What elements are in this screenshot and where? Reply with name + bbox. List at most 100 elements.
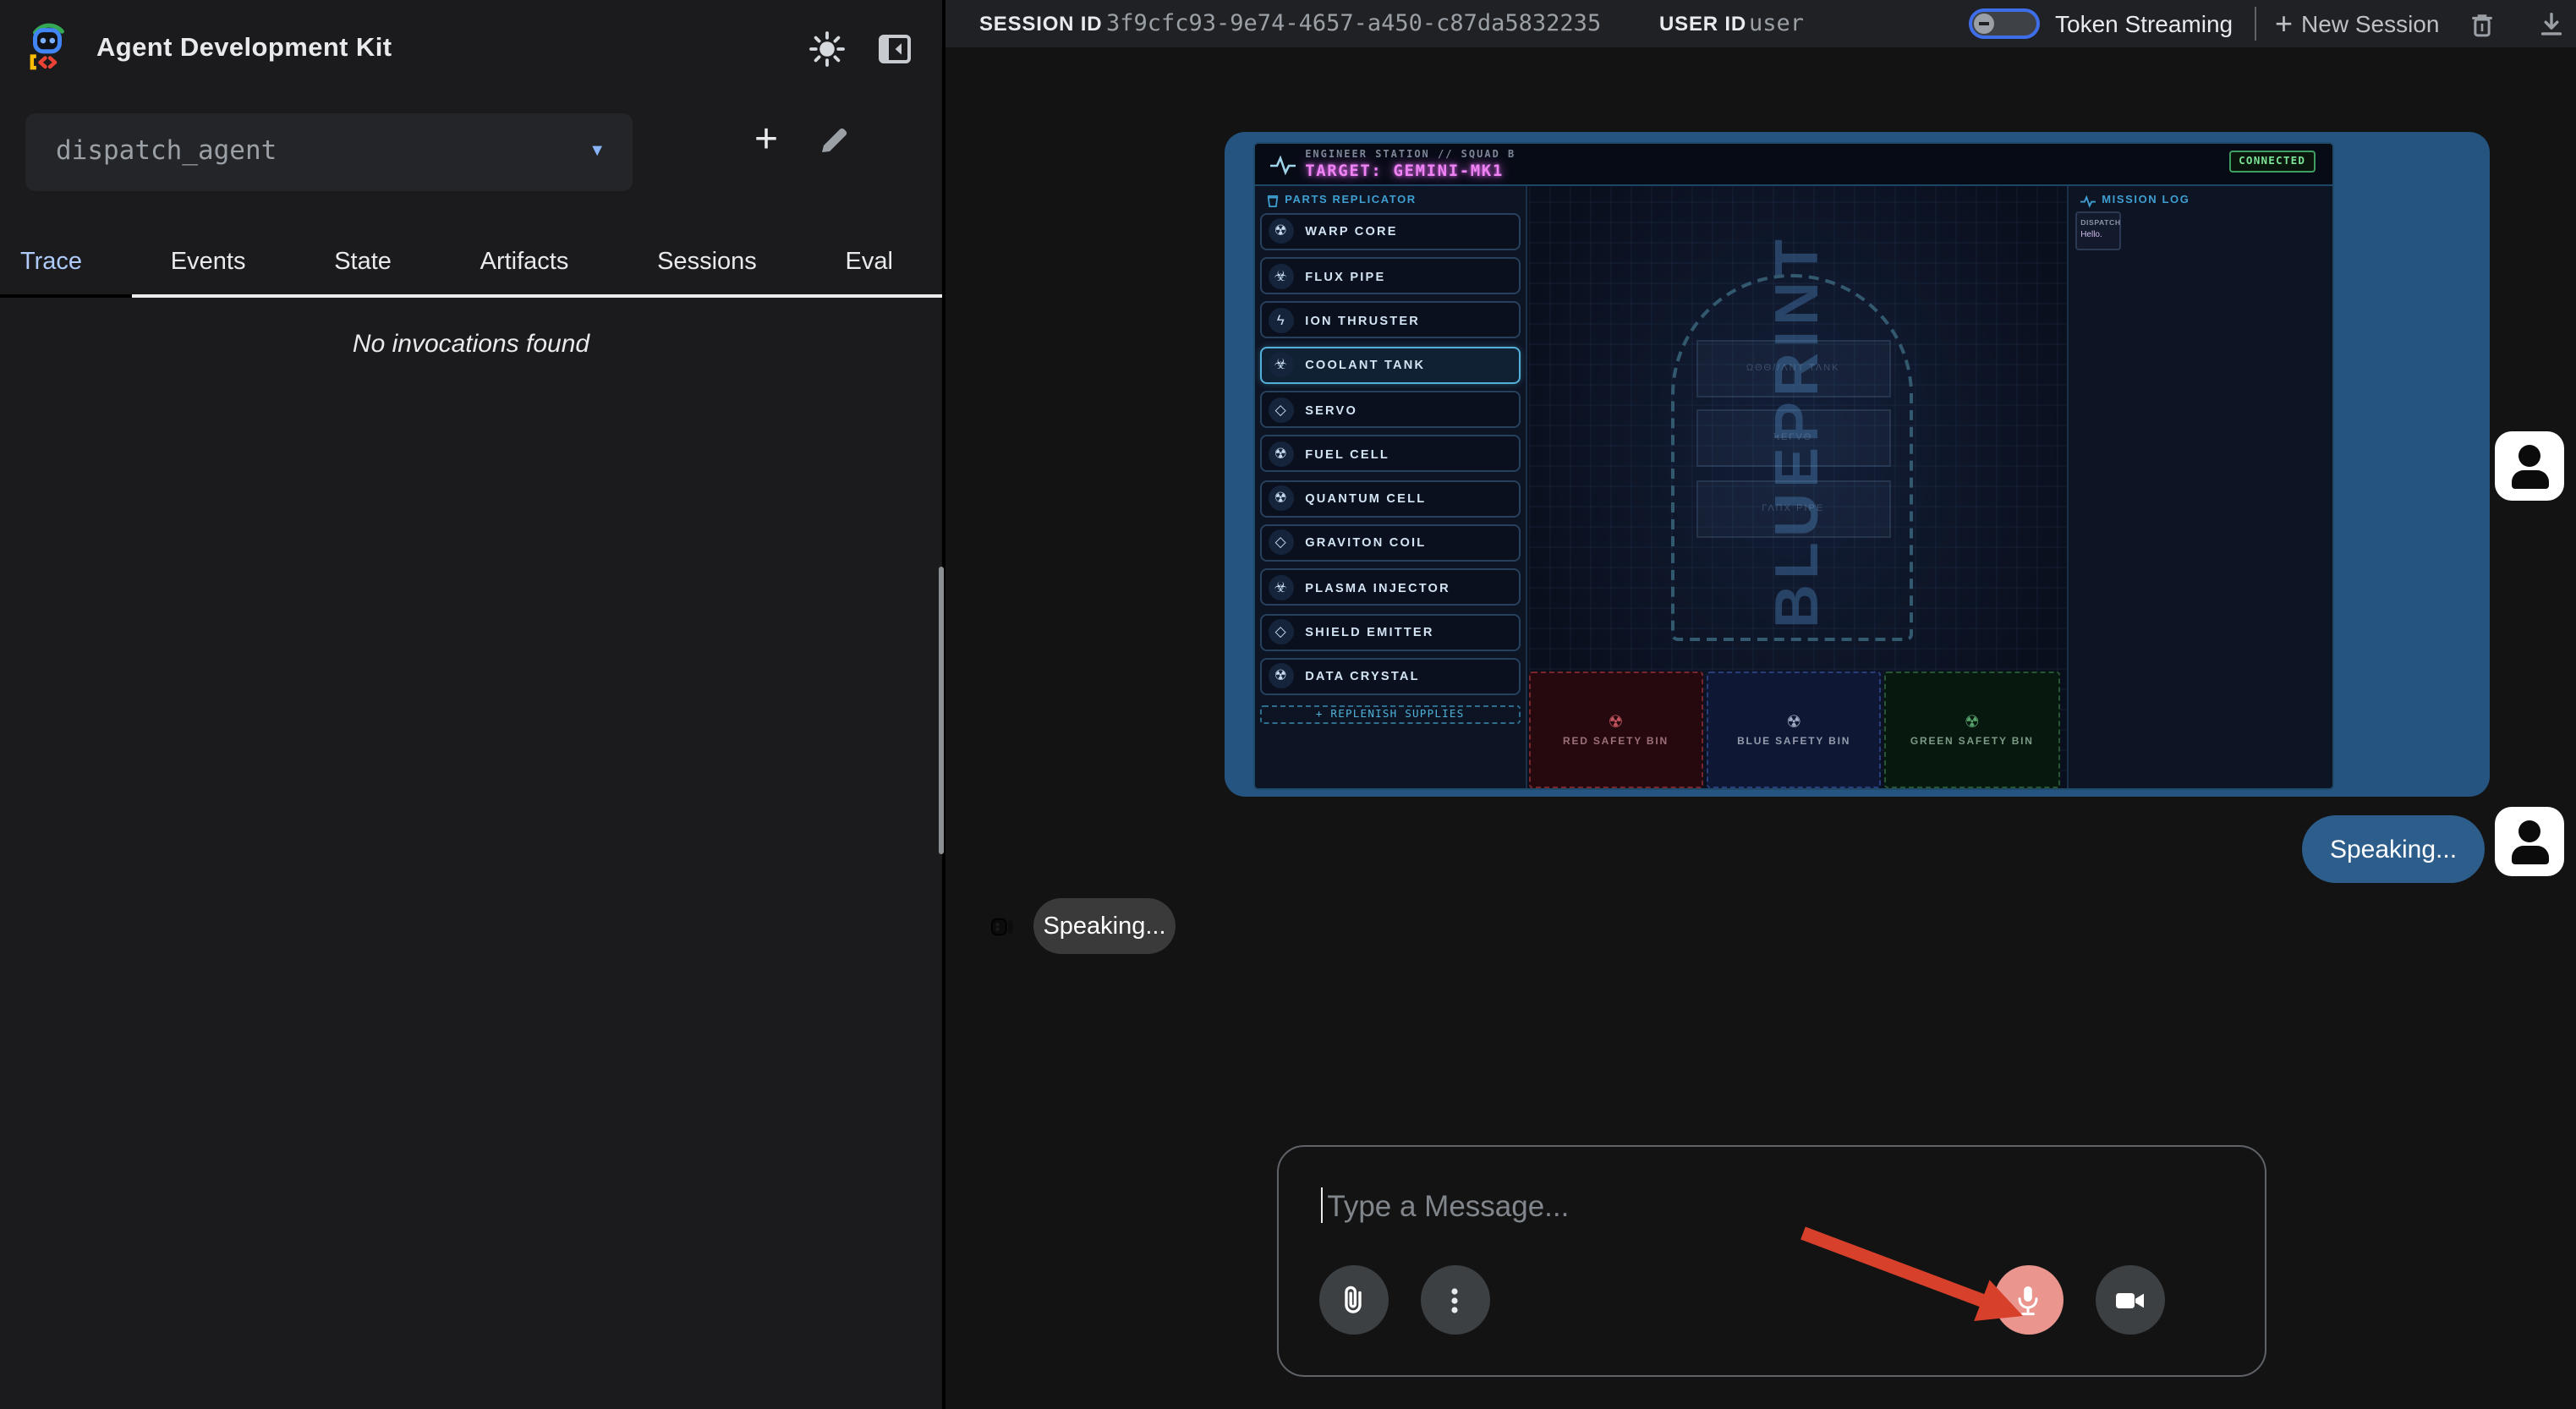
radiation-icon: ☢ <box>1268 485 1294 512</box>
paperclip-icon <box>1345 1285 1362 1313</box>
radiation-icon: ☢ <box>1786 713 1802 732</box>
bin-label: BLUE SAFETY BIN <box>1737 737 1851 748</box>
part-item-servo[interactable]: ◇ SERVO <box>1259 391 1521 429</box>
delete-trash-icon[interactable] <box>2468 10 2497 39</box>
message-composer <box>1276 1145 2267 1377</box>
tab-bar: Trace Events State Artifacts Sessions Eval <box>0 227 942 298</box>
part-item-plasma-injector[interactable]: ☣ PLASMA INJECTOR <box>1259 568 1521 606</box>
attach-file-button[interactable] <box>1318 1265 1389 1335</box>
new-session-label: New Session <box>2301 10 2440 37</box>
user-message-bubble: Speaking... <box>2302 815 2485 883</box>
video-camera-button[interactable] <box>2095 1265 2165 1335</box>
blueprint-slot: ΓΛΠΧ ΡΙΡΕ <box>1696 480 1891 538</box>
part-item-flux-pipe[interactable]: ☣ FLUX PIPE <box>1259 257 1521 295</box>
radiation-icon: ☢ <box>1268 663 1294 689</box>
part-item-warp-core[interactable]: ☢ WARP CORE <box>1259 212 1521 250</box>
panel-divider <box>942 0 945 1409</box>
target-title: TARGET: GEMINI-MK1 <box>1305 162 1504 181</box>
vertical-dots-icon <box>1451 1287 1458 1313</box>
new-session-button[interactable]: + New Session <box>2275 0 2439 47</box>
part-label: PLASMA INJECTOR <box>1305 579 1450 595</box>
part-item-data-crystal[interactable]: ☢ DATA CRYSTAL <box>1259 657 1521 695</box>
toggle-thumb <box>1974 14 1994 34</box>
part-label: DATA CRYSTAL <box>1305 668 1420 684</box>
bin-label: GREEN SAFETY BIN <box>1910 737 2034 748</box>
mission-entry-text: Hello. <box>2080 229 2102 240</box>
mission-log-header: MISSION LOG <box>2080 195 2190 208</box>
part-item-coolant-tank[interactable]: ☣ COOLANT TANK <box>1259 346 1521 384</box>
active-tab-inkbar <box>0 294 132 298</box>
part-item-fuel-cell[interactable]: ☢ FUEL CELL <box>1259 435 1521 473</box>
mission-log-panel: MISSION LOG DISPATCH Hello. <box>2066 185 2333 788</box>
theme-sun-icon[interactable] <box>808 30 846 68</box>
add-session-button[interactable]: + <box>744 115 788 166</box>
blue-safety-bin[interactable]: ☢ BLUE SAFETY BIN <box>1706 671 1882 788</box>
app-header: Agent Development Kit <box>0 0 942 98</box>
tab-state[interactable]: State <box>334 249 392 276</box>
scrollbar-thumb[interactable] <box>939 567 944 854</box>
red-safety-bin[interactable]: ☢ RED SAFETY BIN <box>1528 671 1703 788</box>
session-topbar: SESSION ID 3f9cfc93-9e74-4657-a450-c87da… <box>945 0 2576 47</box>
parts-header: PARTS REPLICATOR <box>1266 195 1417 208</box>
biohazard-icon: ☣ <box>1268 574 1294 600</box>
screen-share-card: ENGINEER STATION // SQUAD B TARGET: GEMI… <box>1224 131 2490 798</box>
part-label: ION THRUSTER <box>1305 312 1421 328</box>
game-header: ENGINEER STATION // SQUAD B TARGET: GEMI… <box>1254 143 2333 186</box>
pulse-icon <box>1269 155 1296 176</box>
mission-entry-author: DISPATCH <box>2080 217 2121 227</box>
agent-message-bubble: Speaking... <box>1033 898 1176 954</box>
blueprint-slot: ΩΘΘ//ΛΝΤ ΤΛΝΚ <box>1696 339 1891 397</box>
part-label: SERVO <box>1305 402 1358 418</box>
message-input[interactable] <box>1324 1184 2001 1228</box>
biohazard-icon: ☣ <box>1268 352 1294 378</box>
safety-bins-row: ☢ RED SAFETY BIN ☢ BLUE SAFETY BIN ☢ GREEN SA… <box>1528 671 2060 788</box>
microphone-button[interactable] <box>1993 1265 2064 1335</box>
bin-label: RED SAFETY BIN <box>1563 737 1669 748</box>
blueprint-dome-outline: ΩΘΘ//ΛΝΤ ΤΛΝΚ ϞΕΓVΘ ΓΛΠΧ ΡΙΡΕ <box>1670 273 1913 641</box>
session-id-label: SESSION ID <box>979 12 1103 36</box>
biohazard-icon: ☣ <box>1268 263 1294 289</box>
part-label: COOLANT TANK <box>1305 357 1426 373</box>
app-title: Agent Development Kit <box>96 34 392 63</box>
part-item-graviton-coil[interactable]: ◇ GRAVITON COIL <box>1259 524 1521 562</box>
tab-events[interactable]: Events <box>170 249 246 276</box>
tab-artifacts[interactable]: Artifacts <box>480 249 569 276</box>
part-item-shield-emitter[interactable]: ◇ SHIELD EMITTER <box>1259 613 1521 651</box>
radiation-icon: ☢ <box>1964 713 1980 732</box>
user-avatar <box>2495 807 2564 876</box>
tab-sessions[interactable]: Sessions <box>657 249 757 276</box>
cube-icon: ◇ <box>1268 397 1294 423</box>
plus-icon: + <box>2275 7 2294 41</box>
microphone-icon <box>2018 1286 2038 1315</box>
sidebar: Agent Development Kit dispatch_agent ▼ + <box>0 0 942 1409</box>
part-label: QUANTUM CELL <box>1305 491 1427 507</box>
connected-status-badge: CONNECTED <box>2228 151 2316 173</box>
agent-select-dropdown[interactable]: dispatch_agent ▼ <box>25 113 633 191</box>
edit-pencil-icon[interactable] <box>815 122 852 159</box>
video-camera-icon <box>2116 1292 2145 1308</box>
part-label: WARP CORE <box>1305 223 1398 239</box>
person-icon <box>2495 807 2564 876</box>
more-options-button[interactable] <box>1420 1265 1490 1335</box>
download-icon[interactable] <box>2537 10 2566 39</box>
part-item-ion-thruster[interactable]: ϟ ION THRUSTER <box>1259 301 1521 339</box>
tab-eval[interactable]: Eval <box>845 249 893 276</box>
green-safety-bin[interactable]: ☢ GREEN SAFETY BIN <box>1884 671 2060 788</box>
collapse-panel-icon[interactable] <box>876 30 913 68</box>
chevron-down-icon: ▼ <box>589 142 606 161</box>
tab-trace[interactable]: Trace <box>20 249 83 276</box>
cube-icon: ◇ <box>1268 529 1294 556</box>
part-label: GRAVITON COIL <box>1305 535 1427 551</box>
part-label: SHIELD EMITTER <box>1305 624 1434 640</box>
token-streaming-toggle[interactable] <box>1969 8 2040 39</box>
topbar-divider <box>2255 7 2256 41</box>
agent-select-value: dispatch_agent <box>56 135 277 166</box>
part-label: FLUX PIPE <box>1305 268 1386 284</box>
token-streaming-label: Token Streaming <box>2055 10 2233 37</box>
session-id-value: 3f9cfc93-9e74-4657-a450-c87da5832235 <box>1106 10 1602 37</box>
part-item-quantum-cell[interactable]: ☢ QUANTUM CELL <box>1259 480 1521 518</box>
radiation-icon: ☢ <box>1268 218 1294 244</box>
replenish-supplies-button[interactable]: + REPLENISH SUPPLIES <box>1259 704 1521 725</box>
user-avatar <box>2495 431 2564 501</box>
